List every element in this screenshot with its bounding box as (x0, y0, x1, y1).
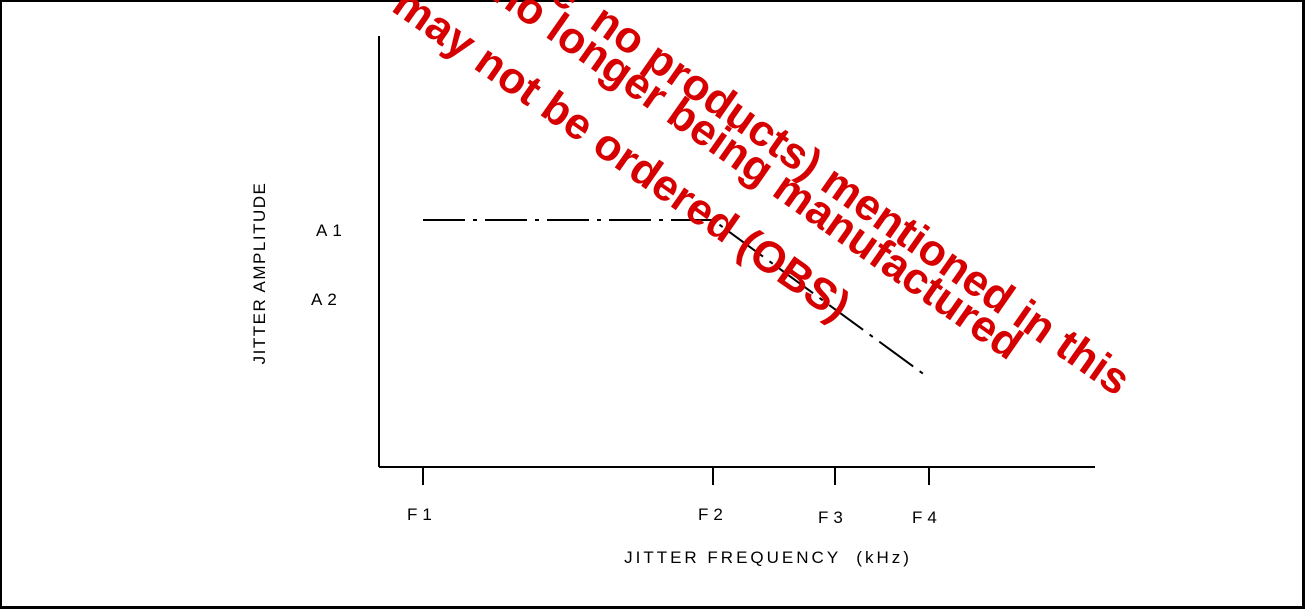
x-tick-label-f4: F4 (912, 508, 942, 527)
x-tick-label-f1: F1 (407, 505, 437, 524)
x-tick-label-f3: F3 (818, 508, 848, 527)
x-tick-label-f2: F2 (698, 505, 728, 524)
watermark-line-3: no longer being manufactured (484, 0, 1031, 369)
jitter-tolerance-line (423, 219, 930, 379)
y-axis-label: JITTER AMPLITUDE (250, 182, 269, 365)
x-axis-label: JITTER FREQUENCY (kHz) (624, 548, 912, 567)
watermark: Some no products) mentioned in this may … (384, 0, 1139, 405)
y-tick-label-a2: A2 (311, 290, 342, 309)
y-tick-label-a1: A1 (316, 221, 347, 240)
